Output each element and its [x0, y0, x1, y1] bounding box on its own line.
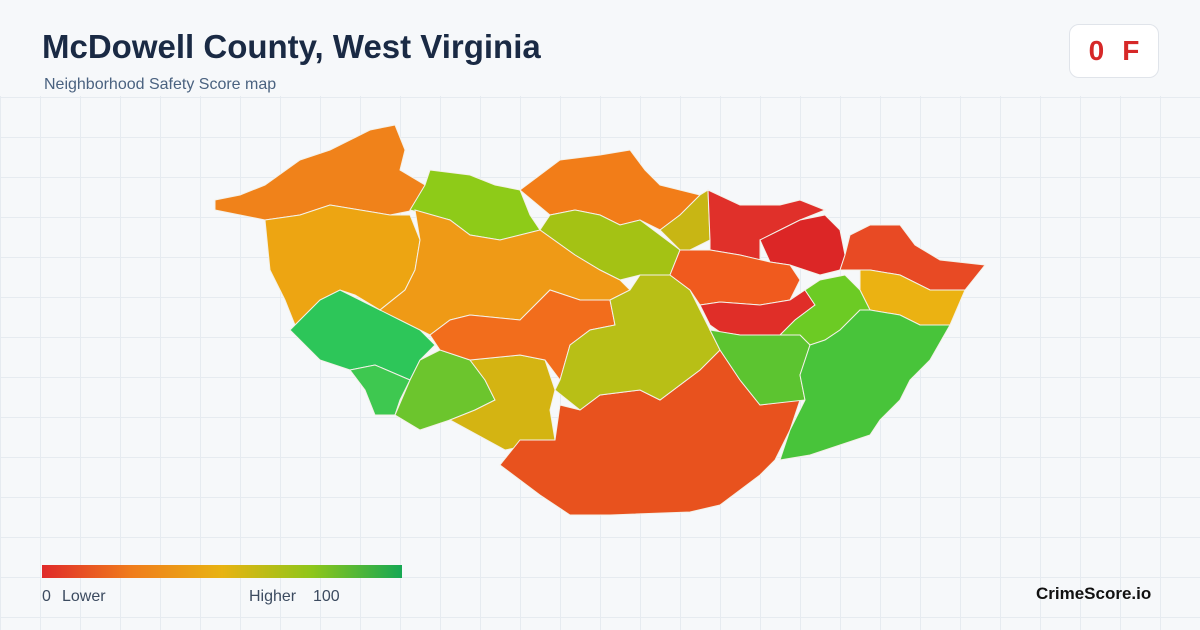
- legend-gradient: [42, 565, 402, 578]
- subtitle: Neighborhood Safety Score map: [44, 76, 277, 93]
- header: McDowell County, West Virginia Neighborh…: [0, 0, 1200, 96]
- legend-max: 100: [313, 588, 340, 605]
- brand: CrimeScore.io: [1036, 584, 1152, 603]
- score-badge: 0 F: [1069, 24, 1159, 78]
- legend-high-label: Higher: [249, 588, 297, 605]
- legend-min: 0: [42, 588, 51, 605]
- regions: [214, 124, 986, 516]
- title: McDowell County, West Virginia: [42, 28, 541, 65]
- score-value: 0: [1088, 35, 1105, 66]
- score-grade: F: [1122, 35, 1140, 66]
- legend-low-label: Lower: [62, 588, 106, 605]
